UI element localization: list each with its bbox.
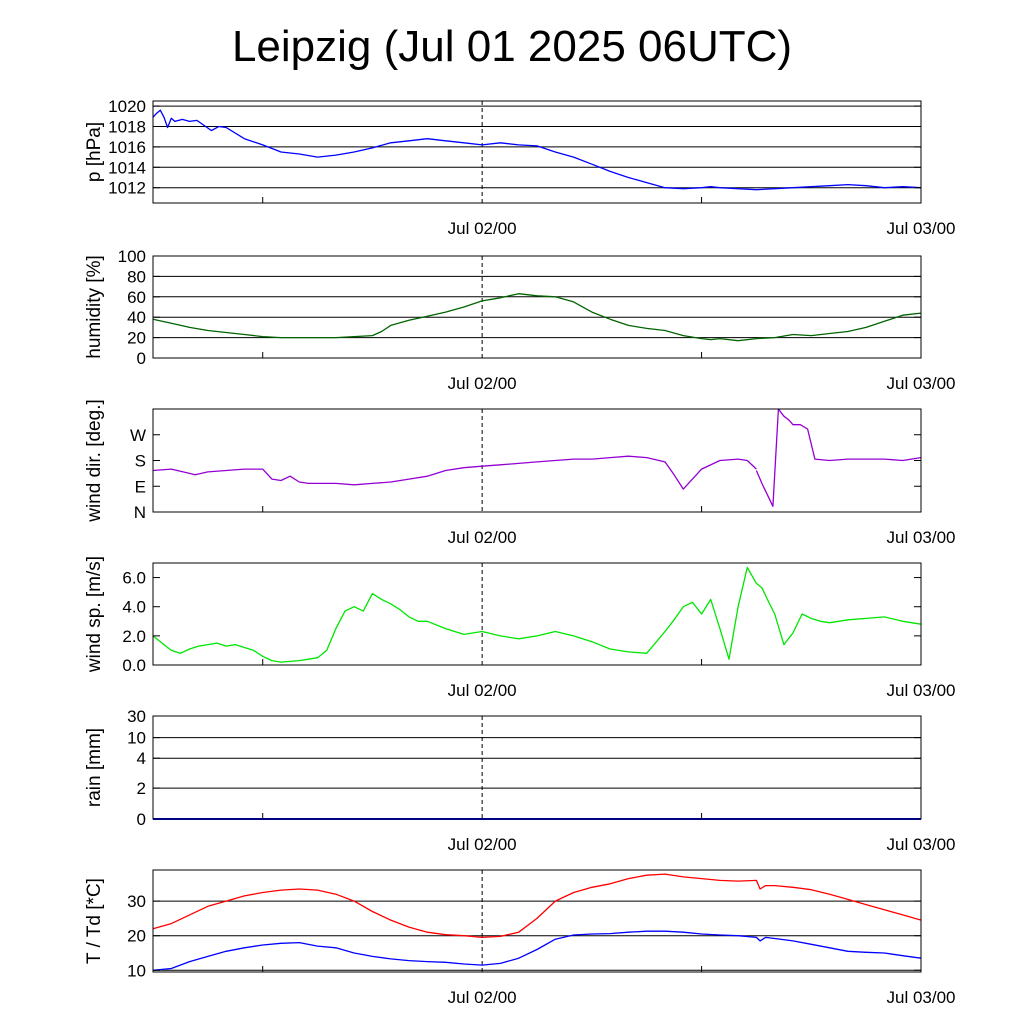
y-axis-label: T / Td [*C] [84, 878, 105, 964]
y-tick-label: 30 [127, 892, 146, 911]
x-tick-label: Jul 03/00 [887, 374, 956, 393]
plot-frame [152, 100, 922, 204]
y-axis-label: p [hPa] [84, 122, 105, 182]
y-tick-label: S [135, 452, 146, 471]
x-tick-label: Jul 03/00 [887, 528, 956, 547]
y-tick-label: 100 [118, 247, 146, 266]
y-tick-label: N [134, 503, 146, 522]
x-tick-label: Jul 02/00 [448, 528, 517, 547]
y-tick-label: 1014 [108, 158, 146, 177]
y-tick-label: 1012 [108, 179, 146, 198]
y-tick-label: 60 [127, 288, 146, 307]
y-tick-label: 40 [127, 308, 146, 327]
y-tick-label: 1016 [108, 138, 146, 157]
x-tick-label: Jul 02/00 [448, 681, 517, 700]
y-tick-label: 4.0 [122, 598, 146, 617]
y-tick-label: 10 [127, 729, 146, 748]
series-line-pressure [152, 109, 922, 191]
x-tick-label: Jul 03/00 [887, 835, 956, 854]
y-tick-label: 4 [137, 749, 146, 768]
y-tick-label: 1020 [108, 97, 146, 116]
y-axis-label: rain [mm] [84, 728, 105, 807]
y-tick-label: 80 [127, 267, 146, 286]
series-line-humidity [152, 293, 922, 342]
x-tick-label: Jul 03/00 [887, 681, 956, 700]
y-axis-label: wind sp. [m/s] [84, 556, 105, 673]
y-tick-label: 2 [137, 779, 146, 798]
temperature-panel: 10 20 30 Jul 02/00 Jul 03/00 T / Td [*C] [84, 869, 956, 1007]
y-tick-label: 0 [137, 810, 146, 829]
y-tick-label: W [130, 426, 146, 445]
y-tick-label: 1018 [108, 118, 146, 137]
x-tick-label: Jul 02/00 [448, 374, 517, 393]
y-tick-label: 30 [127, 707, 146, 726]
x-tick-label: Jul 03/00 [887, 219, 956, 238]
rain-panel: 0 2 410 30 Jul 02/00 Jul 03/00 rain [mm] [84, 707, 956, 854]
chart-title: Leipzig (Jul 01 2025 06UTC) [231, 22, 793, 71]
y-tick-label: 20 [127, 329, 146, 348]
plot-frame [152, 562, 922, 666]
x-tick-label: Jul 03/00 [887, 988, 956, 1007]
y-tick-label: 0.0 [122, 656, 146, 675]
y-axis-label: wind dir. [deg.] [84, 399, 105, 523]
plot-frame [152, 715, 922, 820]
x-tick-label: Jul 02/00 [448, 835, 517, 854]
y-tick-label: E [135, 477, 146, 496]
y-tick-label: 10 [127, 961, 146, 980]
y-tick-label: 20 [127, 927, 146, 946]
plot-frame [152, 408, 922, 513]
series-line-temperature [152, 873, 922, 939]
y-tick-label: 6.0 [122, 569, 146, 588]
plot-frame [152, 869, 922, 973]
x-tick-label: Jul 02/00 [448, 988, 517, 1007]
plot-frame [152, 255, 922, 359]
series-line-wind_dir [755, 408, 922, 507]
wind-speed-panel: 0.0 2.0 4.0 6.0 Jul 02/00 Jul 03/00 wind sp. [… [84, 556, 956, 700]
series-line-dewpoint [152, 930, 922, 971]
series-line-wind_speed [152, 566, 922, 663]
y-tick-label: 2.0 [122, 627, 146, 646]
y-axis-label: humidity [%] [84, 255, 105, 358]
y-tick-label: 0 [137, 349, 146, 368]
x-tick-label: Jul 02/00 [448, 219, 517, 238]
series-line-wind_dir [152, 455, 757, 490]
